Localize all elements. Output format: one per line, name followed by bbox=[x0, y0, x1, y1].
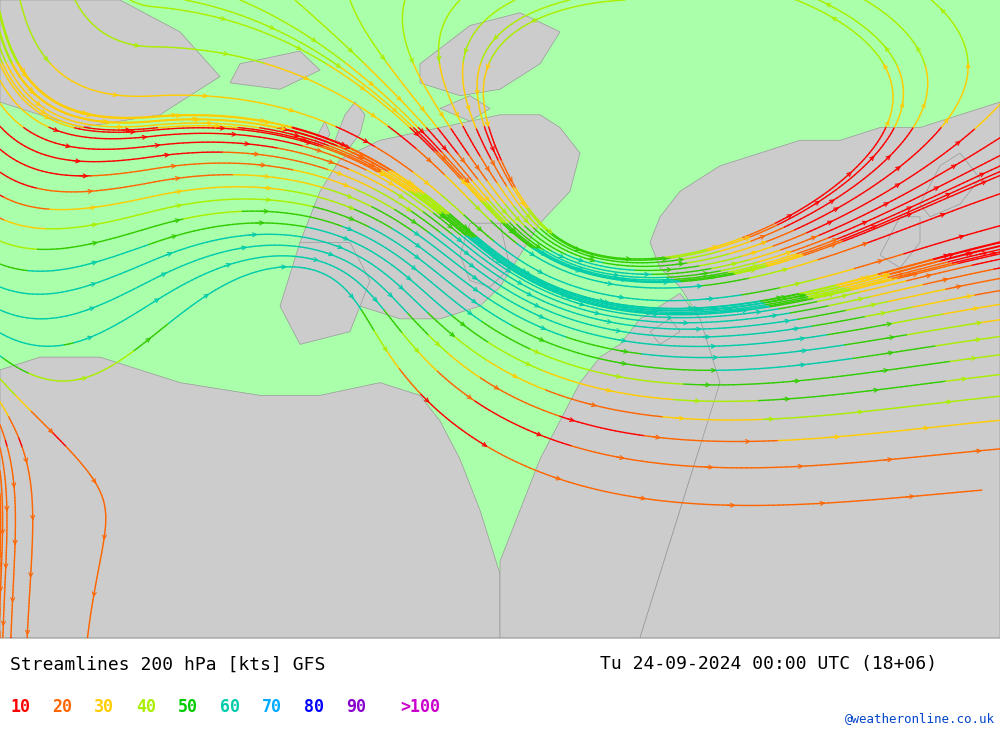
Text: 70: 70 bbox=[262, 698, 282, 716]
Text: Streamlines 200 hPa [kts] GFS: Streamlines 200 hPa [kts] GFS bbox=[10, 655, 325, 674]
Text: >100: >100 bbox=[400, 698, 440, 716]
Text: 90: 90 bbox=[346, 698, 366, 716]
Text: 30: 30 bbox=[94, 698, 114, 716]
Text: 20: 20 bbox=[52, 698, 72, 716]
Text: Tu 24-09-2024 00:00 UTC (18+06): Tu 24-09-2024 00:00 UTC (18+06) bbox=[600, 655, 937, 674]
Text: 40: 40 bbox=[136, 698, 156, 716]
Text: 50: 50 bbox=[178, 698, 198, 716]
Text: 80: 80 bbox=[304, 698, 324, 716]
Text: 60: 60 bbox=[220, 698, 240, 716]
Text: @weatheronline.co.uk: @weatheronline.co.uk bbox=[845, 712, 995, 726]
Text: 10: 10 bbox=[10, 698, 30, 716]
